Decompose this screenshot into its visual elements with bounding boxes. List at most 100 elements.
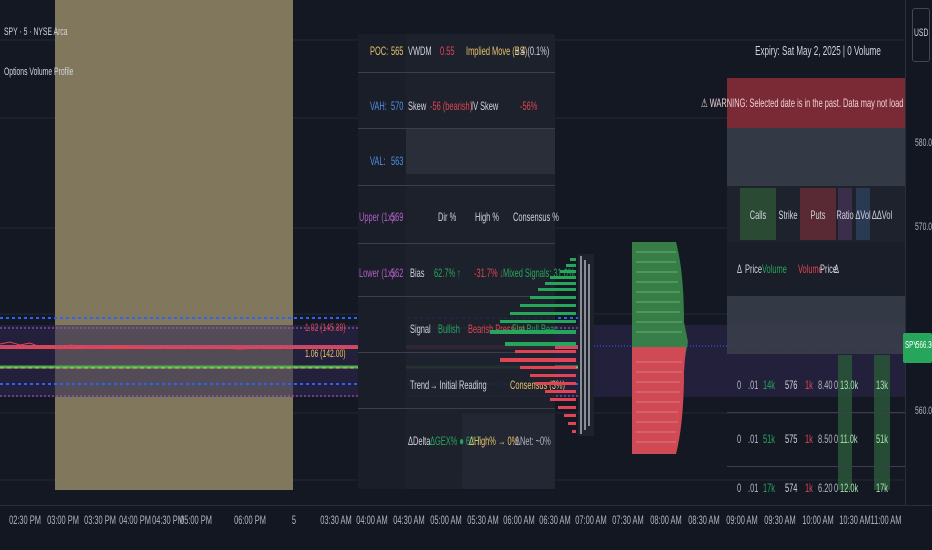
price-axis[interactable] xyxy=(905,0,932,505)
iv-skew-label: IV Skew xyxy=(471,99,499,113)
row3-put-price: 6.20 xyxy=(818,481,833,495)
row1-dvol: 13k xyxy=(876,378,889,392)
upper-value: 569 xyxy=(391,210,404,224)
time-tick: 04:00 PM xyxy=(119,513,151,527)
time-tick: 04:30 PM xyxy=(152,513,184,527)
time-axis[interactable] xyxy=(0,505,932,550)
vah-value: 570 xyxy=(391,99,404,113)
implied-move-value: ± 4 (0.1%) xyxy=(515,44,550,58)
time-tick: 10:30 AM xyxy=(839,513,871,527)
indicator-title[interactable]: Options Volume Profile xyxy=(4,66,74,78)
header-ratio: Ratio xyxy=(836,208,854,222)
row3-ratio: 12.0k xyxy=(840,481,859,495)
time-tick: 03:00 PM xyxy=(47,513,79,527)
signal-dir: Bullish xyxy=(438,322,460,336)
row3-strike: 574 xyxy=(785,481,798,495)
bias-dir: 62.7% ↑ xyxy=(434,266,461,280)
time-tick: 10:00 AM xyxy=(802,513,834,527)
row1-ratio: 13.0k xyxy=(840,378,859,392)
time-tick: 03:30 AM xyxy=(320,513,352,527)
signal-label: Signal xyxy=(410,322,431,336)
row3-put-vol: 1k xyxy=(805,481,813,495)
strike-label-upper: 1.02 (145.39) xyxy=(305,322,346,334)
symbol-title[interactable]: SPY · 5 · NYSE Arca xyxy=(4,26,68,38)
currency-button[interactable] xyxy=(912,8,930,62)
currency-label: USD xyxy=(914,27,929,39)
subheader-delta-call: Δ xyxy=(737,262,742,276)
vwdm-value: 0.55 xyxy=(440,44,455,58)
row2-strike: 575 xyxy=(785,432,798,446)
time-tick: 06:00 PM xyxy=(234,513,266,527)
row2-put-delta: 0 xyxy=(834,432,839,446)
expiry-subheader-row xyxy=(727,242,910,296)
price-tick-580: 580.00 xyxy=(915,137,932,149)
row3-delta: 0 xyxy=(737,481,742,495)
volume-profile-bars xyxy=(490,254,594,436)
subheader-price-call: Price xyxy=(745,262,762,276)
val-label: VAL: xyxy=(370,154,386,168)
expiry-warning-text: ⚠ WARNING: Selected date is in the past.… xyxy=(700,96,932,110)
lower-value: 562 xyxy=(391,266,404,280)
delta-gex: ΔGEX% ● 62.7 xyxy=(430,434,481,448)
header-strike: Strike xyxy=(778,208,798,222)
consensus-header: Consensus % xyxy=(513,210,559,224)
time-tick: 06:30 AM xyxy=(539,513,571,527)
time-tick: 02:30 PM xyxy=(9,513,41,527)
time-tick: 09:00 AM xyxy=(726,513,758,527)
time-tick: 11:00 AM xyxy=(870,513,902,527)
row1-put-price: 8.40 xyxy=(818,378,833,392)
price-tick-560: 560.00 xyxy=(915,405,932,417)
expiry-title: Expiry: Sat May 2, 2025 | 0 Volume xyxy=(755,43,881,58)
row3-call-vol: 17k xyxy=(763,481,776,495)
poc-label: POC: xyxy=(370,44,389,58)
time-tick: 05:30 AM xyxy=(467,513,499,527)
delta-high: ΔHigh% → 0% xyxy=(469,434,519,448)
poc-value: 565 xyxy=(391,44,404,58)
skew-value: -56 (bearish) xyxy=(430,99,473,113)
row3-dvol: 17k xyxy=(876,481,889,495)
time-tick: 07:30 AM xyxy=(612,513,644,527)
row2-put-price: 8.50 xyxy=(818,432,833,446)
session-highlight xyxy=(55,0,293,490)
skew-label: Skew xyxy=(408,99,427,113)
time-tick: 04:00 AM xyxy=(356,513,388,527)
subheader-volume-put: Volume xyxy=(798,262,823,276)
upper-label: Upper (1x): xyxy=(359,210,397,224)
time-tick: 07:00 AM xyxy=(575,513,607,527)
time-tick: 06:00 AM xyxy=(503,513,535,527)
row2-ratio: 11.0k xyxy=(840,432,858,446)
row3-put-delta: 0 xyxy=(834,481,839,495)
row2-price: .01 xyxy=(748,432,759,446)
row1-price: .01 xyxy=(748,378,759,392)
expiry-blank-row xyxy=(727,128,910,186)
header-puts: Puts xyxy=(810,208,826,222)
expiry-warning-banner xyxy=(727,78,910,128)
price-tick-570: 570.00 xyxy=(915,221,932,233)
time-tick: 05:00 PM xyxy=(180,513,212,527)
row2-put-vol: 1k xyxy=(805,432,813,446)
metrics-table xyxy=(358,34,555,489)
delta-label: ΔDelta xyxy=(408,434,431,448)
delta-net: ΔNet: ~0% xyxy=(515,434,551,448)
header-calls: Calls xyxy=(749,208,767,222)
row2-call-vol: 51k xyxy=(763,432,776,446)
current-price-tag[interactable] xyxy=(903,333,932,363)
vah-label: VAH: xyxy=(370,99,387,113)
time-tick: 04:30 AM xyxy=(393,513,425,527)
bias-high: -31.7% ↓ xyxy=(474,266,504,280)
lower-label: Lower (1x): xyxy=(359,266,397,280)
expiry-blank-row-2 xyxy=(727,296,910,354)
current-price-symbol: SPY xyxy=(905,340,918,351)
row1-call-vol: 14k xyxy=(763,378,776,392)
time-tick: 03:30 PM xyxy=(84,513,116,527)
header-dvol: ΔVol xyxy=(855,208,871,222)
row1-strike: 576 xyxy=(785,378,798,392)
iv-skew-value: -56% xyxy=(520,99,538,113)
time-tick: 05:00 AM xyxy=(430,513,462,527)
implied-move-label: Implied Move (BS) xyxy=(466,44,528,58)
row3-price: .01 xyxy=(748,481,759,495)
time-tick: 09:30 AM xyxy=(764,513,796,527)
high-header: High % xyxy=(475,210,499,224)
subheader-delta-put: Δ xyxy=(834,262,839,276)
